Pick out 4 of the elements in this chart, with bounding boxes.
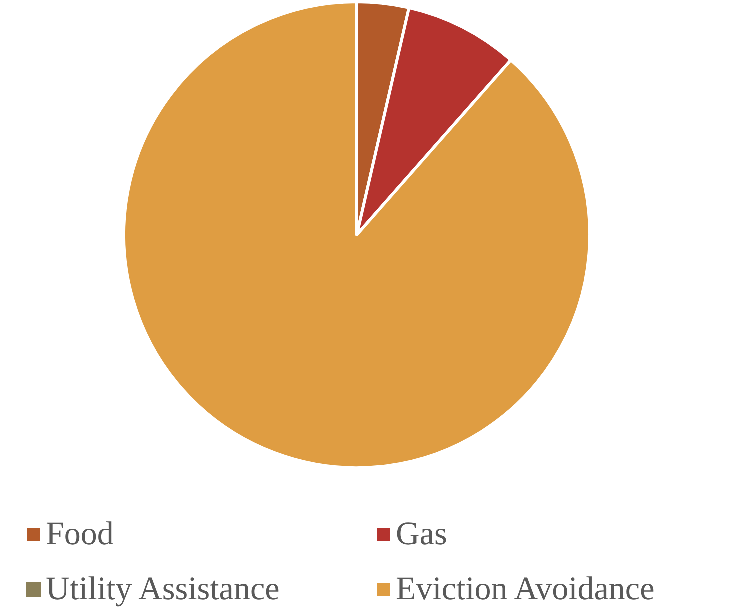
legend-label: Food — [46, 516, 114, 552]
legend-label: Utility Assistance — [46, 572, 280, 608]
legend-label: Gas — [396, 516, 448, 552]
legend-label: Eviction Avoidance — [396, 572, 655, 608]
